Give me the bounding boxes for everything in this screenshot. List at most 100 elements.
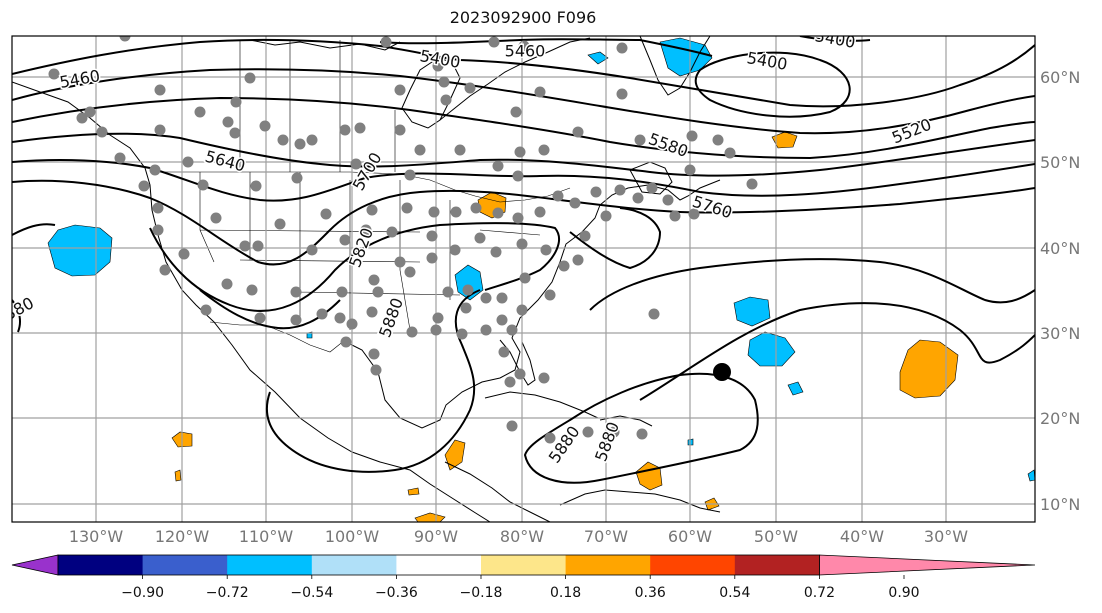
coast-greenland-south — [639, 36, 711, 96]
station-dot — [516, 238, 528, 250]
station-dot — [394, 84, 406, 96]
station-dot — [394, 256, 406, 268]
contour-5760 — [12, 179, 1035, 266]
station-dot — [686, 130, 698, 142]
station-dot — [450, 206, 462, 218]
coast-florida — [499, 339, 536, 386]
station-dot — [401, 202, 413, 214]
station-dot — [386, 226, 398, 238]
colorbar-extend-high — [819, 554, 1036, 576]
contour-5880-ridge — [589, 258, 1035, 311]
latitude-label: 20°N — [1040, 409, 1080, 428]
station-dot — [614, 184, 626, 196]
station-dot — [724, 147, 736, 159]
longitude-label: 70°W — [584, 527, 628, 546]
latitude-label: 50°N — [1040, 153, 1080, 172]
station-dot — [746, 178, 758, 190]
cyan-shade-west-pacific — [47, 224, 113, 277]
station-dot — [582, 426, 594, 438]
station-dot — [152, 202, 164, 214]
station-dot — [339, 234, 351, 246]
longitude-label: 50°W — [754, 527, 798, 546]
station-dot — [252, 240, 264, 252]
station-dot — [608, 426, 620, 438]
station-dot — [394, 124, 406, 136]
station-dot — [230, 96, 242, 108]
station-dot — [518, 40, 530, 52]
station-dot — [239, 240, 251, 252]
station-dot — [579, 230, 591, 242]
station-dot — [454, 144, 466, 156]
orange-shade-small-2 — [174, 469, 182, 482]
station-dot — [197, 179, 209, 191]
station-dot — [182, 156, 194, 168]
station-dot — [340, 336, 352, 348]
station-dot — [464, 82, 476, 94]
station-dot — [432, 60, 444, 72]
orange-shade-south — [414, 512, 446, 522]
station-dot — [572, 254, 584, 266]
station-dot — [480, 292, 492, 304]
longitude-label: 130°W — [69, 527, 124, 546]
contour-5700 — [12, 159, 1035, 202]
colorbar-tick-label: −0.36 — [375, 585, 418, 601]
longitude-label: 80°W — [500, 527, 544, 546]
coast-south-america — [559, 489, 721, 513]
station-dot — [492, 160, 504, 172]
station-dot — [600, 210, 612, 222]
coast-hudson-bay — [401, 57, 461, 129]
latitude-labels: 60°N 50°N 40°N 30°N 20°N 10°N — [1040, 68, 1080, 514]
station-dot — [290, 314, 302, 326]
station-dot — [516, 304, 528, 316]
station-dot — [119, 36, 131, 42]
station-dot — [380, 36, 392, 48]
station-dot — [336, 286, 348, 298]
station-dot — [540, 244, 552, 256]
station-dot — [368, 348, 380, 360]
contour-5400-ne — [799, 36, 871, 42]
colorbar-tick-label: −0.54 — [290, 585, 333, 601]
longitude-label: 30°W — [924, 527, 968, 546]
station-dot — [496, 292, 508, 304]
colorbar-tick-label: −0.72 — [206, 585, 249, 601]
station-dot — [432, 312, 444, 324]
observation-stations — [48, 36, 758, 444]
colorbar-bin — [396, 555, 482, 575]
station-dot — [632, 192, 644, 204]
colorbar-bin — [565, 555, 651, 575]
station-dot — [634, 134, 646, 146]
station-dot — [616, 88, 628, 100]
colorbar — [11, 554, 1036, 576]
colorbar-bin — [227, 555, 313, 575]
station-dot — [438, 76, 450, 88]
cyan-shade-small-2 — [1027, 469, 1035, 482]
station-dot — [138, 180, 150, 192]
contour-5880-bottom-west — [12, 299, 21, 333]
station-dot — [504, 376, 516, 388]
station-dot — [354, 122, 366, 134]
orange-shade-small-3 — [407, 487, 420, 496]
station-dot — [474, 232, 486, 244]
station-dot — [462, 284, 474, 296]
station-dot — [648, 308, 660, 320]
station-dot — [250, 180, 262, 192]
station-dot — [372, 286, 384, 298]
border-us-mexico — [209, 321, 346, 353]
station-dot — [498, 346, 510, 358]
colorbar-tick-label: 0.36 — [635, 585, 666, 601]
station-dot — [669, 210, 681, 222]
station-dot — [339, 124, 351, 136]
station-dot — [712, 134, 724, 146]
lat-lon-grid — [12, 36, 1035, 522]
longitude-label: 120°W — [155, 527, 210, 546]
station-dot — [569, 197, 581, 209]
station-dot — [320, 208, 332, 220]
contour-5460 — [12, 38, 1035, 108]
station-dot — [538, 372, 550, 384]
station-dot — [572, 126, 584, 138]
colorbar-tick-label: 0.18 — [550, 585, 581, 601]
contour-5640 — [12, 132, 1035, 177]
latitude-label: 40°N — [1040, 239, 1080, 258]
station-dot — [368, 274, 380, 286]
